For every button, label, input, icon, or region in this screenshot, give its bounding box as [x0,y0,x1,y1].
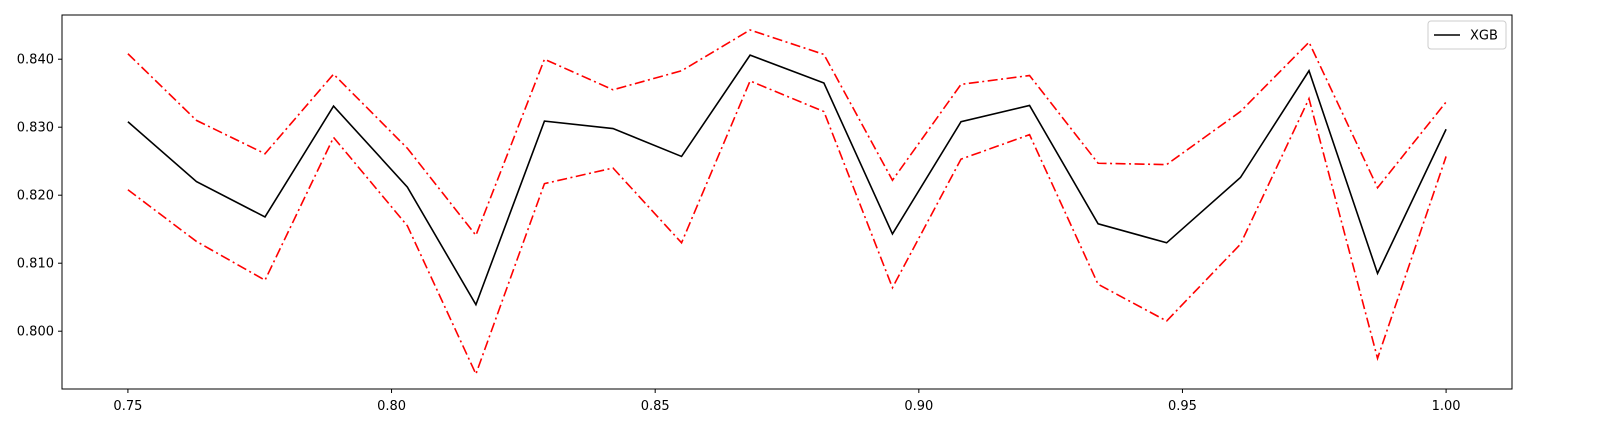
x-tick-label: 0.75 [113,399,142,414]
x-tick-label: 0.90 [904,399,933,414]
x-axis: 0.75 0.80 0.85 0.90 0.95 1.00 [113,389,1461,414]
plot-area [62,15,1512,389]
plot-frame [61,14,1513,390]
x-tick-label: 0.80 [377,399,406,414]
legend-label: XGB [1470,29,1498,44]
legend: XGB [1427,20,1507,50]
bound-line-1 [127,29,1447,237]
y-axis: 0.800 0.810 0.820 0.830 0.840 [17,53,62,340]
bound-line-2 [127,79,1447,377]
x-tick-label: 0.85 [641,399,670,414]
y-tick-label: 0.820 [17,189,54,204]
x-tick-label: 1.00 [1432,399,1461,414]
series-layer [127,29,1447,377]
legend-box [1427,20,1507,50]
x-tick-label: 0.95 [1168,399,1197,414]
y-tick-label: 0.840 [17,53,54,68]
series-line-xgb [127,54,1447,307]
y-tick-label: 0.810 [17,257,54,272]
y-tick-label: 0.800 [17,325,54,340]
y-tick-label: 0.830 [17,121,54,136]
